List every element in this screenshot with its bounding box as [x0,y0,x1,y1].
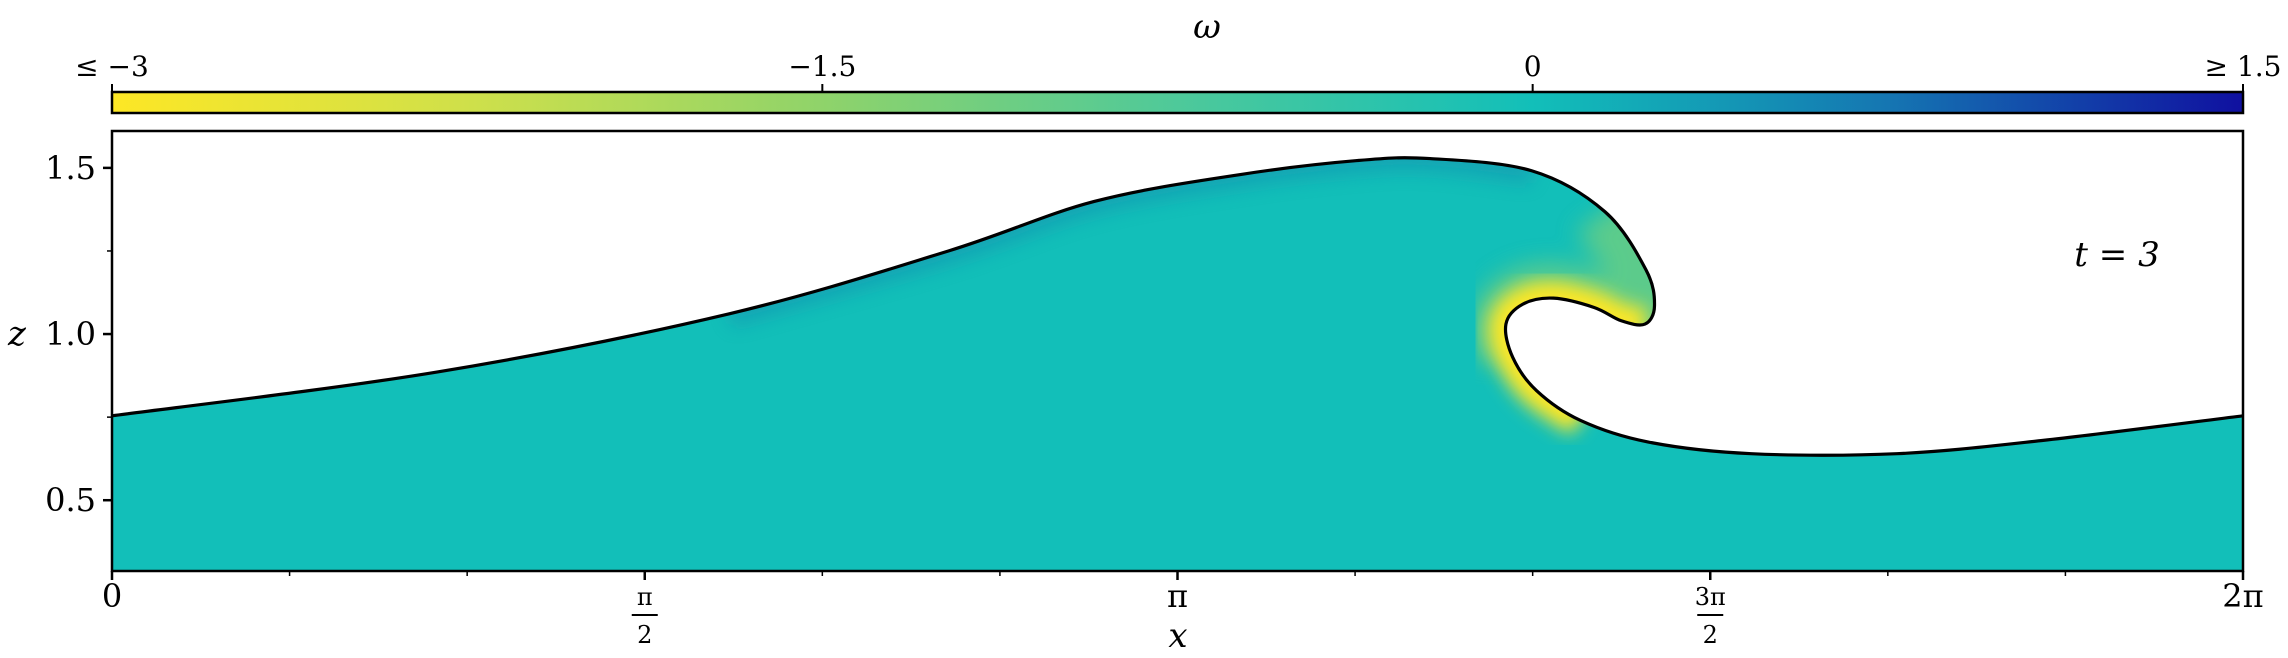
colorbar: ≤ −3 −1.5 0 ≥ 1.5 ω [75,7,2281,115]
colorbar-ticks: ≤ −3 −1.5 0 ≥ 1.5 [75,50,2281,92]
y-axis-ticks: 0.5 1.0 1.5 [45,149,112,519]
x-tick-label: 0 [102,577,122,615]
y-tick-label: 1.0 [45,315,96,353]
x-tick-label-numerator: π [637,583,653,611]
colorbar-tick-label: 0 [1524,50,1542,83]
colorbar-tick-label: ≤ −3 [75,50,149,83]
x-axis-label: x [1168,616,1187,653]
y-axis-label: z [7,314,27,354]
time-annotation: t = 3 [2074,235,2159,275]
jet-underside-vorticity [1488,281,1648,435]
fluid-region [112,157,2243,571]
colorbar-label: ω [1193,7,1221,47]
x-tick-label: π [1167,577,1188,615]
x-tick-label-denominator: 2 [637,621,652,649]
x-tick-label: 2π [2222,577,2263,615]
colorbar-tick-label: −1.5 [788,50,856,83]
x-tick-label-denominator: 2 [1703,621,1718,649]
y-tick-label: 0.5 [45,481,96,519]
free-surface-line [112,156,2243,457]
colorbar-tick-label: ≥ 1.5 [2205,50,2282,83]
colorbar-gradient [110,90,2245,115]
y-tick-label: 1.5 [45,149,96,187]
x-tick-label-numerator: 3π [1695,583,1726,611]
